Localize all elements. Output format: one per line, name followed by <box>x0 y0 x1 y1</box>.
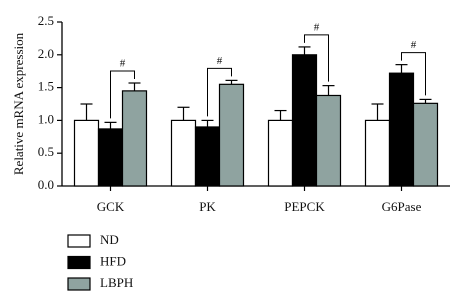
y-tick-label: 0.5 <box>38 144 54 159</box>
significance-bracket <box>304 34 329 82</box>
significance-label: # <box>217 55 223 67</box>
legend-swatch <box>67 255 91 270</box>
bar <box>388 72 415 187</box>
significance-bracket <box>207 67 232 117</box>
bar <box>194 126 221 187</box>
bar <box>315 94 342 187</box>
x-tick-label: PK <box>199 199 216 214</box>
x-tick-label: PEPCK <box>284 199 325 214</box>
bar <box>121 90 148 187</box>
legend-label: LBPH <box>100 275 133 290</box>
y-tick-label: 2.5 <box>38 13 54 28</box>
significance-label: # <box>120 58 126 70</box>
legend-label: HFD <box>100 253 126 268</box>
significance-bracket <box>401 52 426 96</box>
significance-label: # <box>314 21 320 33</box>
bar <box>291 54 318 187</box>
bar <box>97 128 124 187</box>
bar <box>73 119 100 187</box>
y-tick-label: 0.0 <box>38 177 54 192</box>
x-tick-label: GCK <box>97 199 125 214</box>
significance-bracket <box>110 70 135 119</box>
bar <box>267 119 294 187</box>
y-tick-label: 2.0 <box>38 46 54 61</box>
legend-swatch <box>67 234 91 248</box>
significance-label: # <box>411 39 417 51</box>
bar <box>364 119 391 187</box>
bar <box>218 83 245 187</box>
y-axis-label: Relative mRNA expression <box>11 32 26 175</box>
legend-swatch <box>67 277 91 291</box>
legend-label: ND <box>100 232 119 247</box>
bar <box>170 119 197 187</box>
bar <box>412 102 439 187</box>
y-tick-label: 1.5 <box>38 79 54 94</box>
y-tick-label: 1.0 <box>38 111 54 126</box>
x-tick-label: G6Pase <box>382 199 422 214</box>
